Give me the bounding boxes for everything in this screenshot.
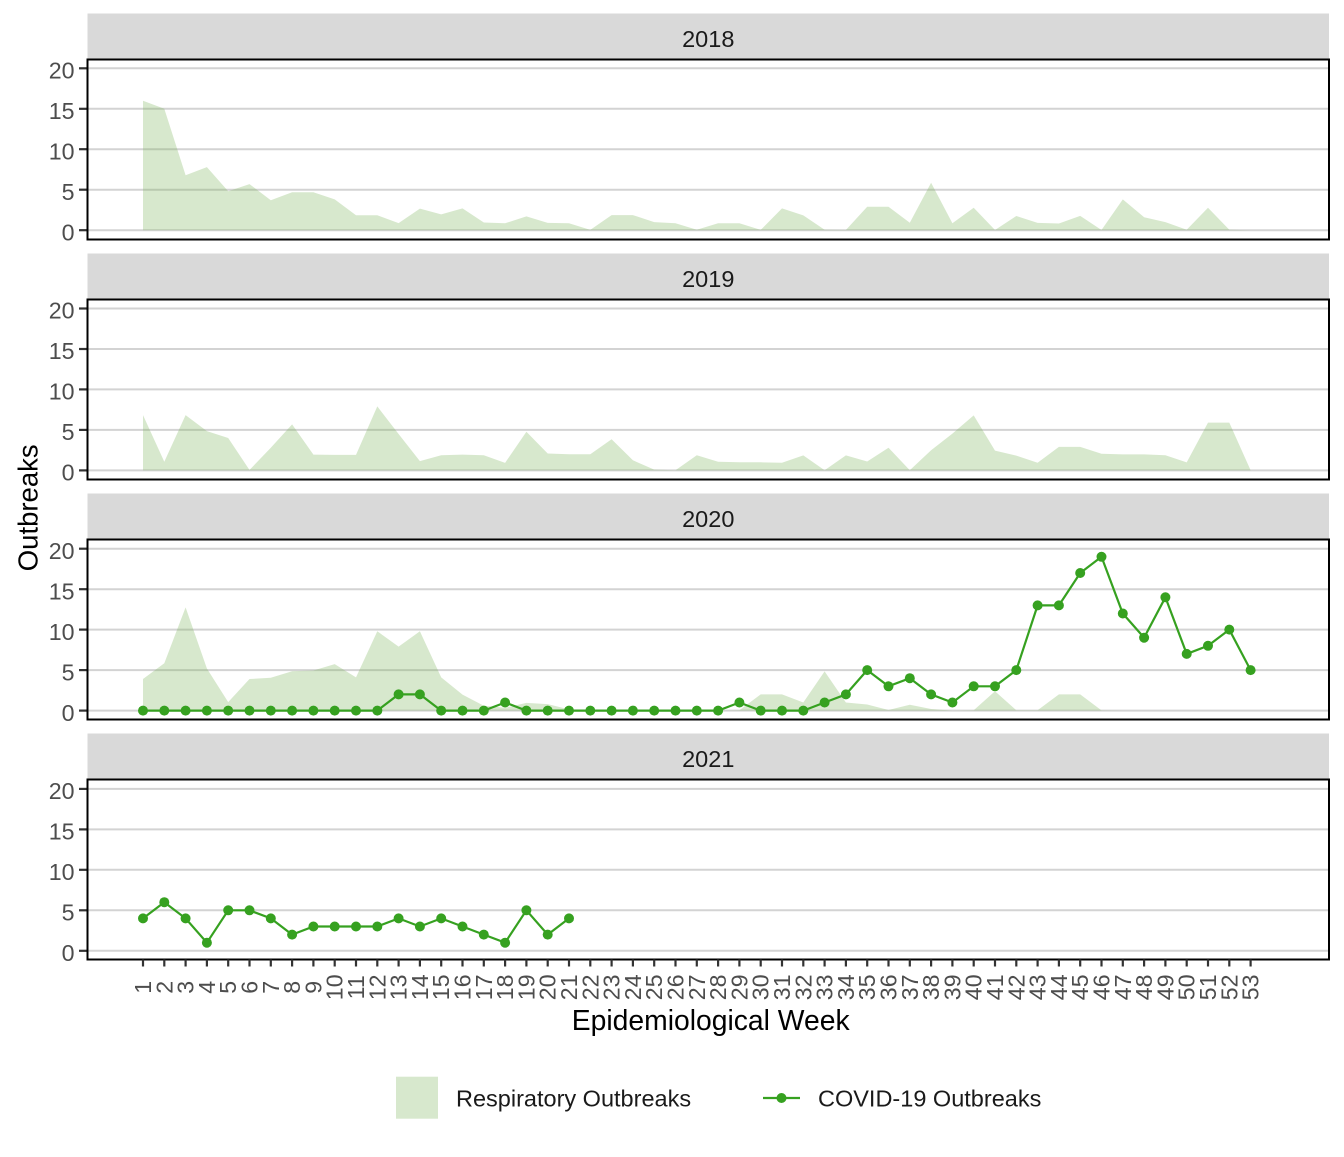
- svg-text:21: 21: [556, 974, 582, 1000]
- svg-text:0: 0: [62, 940, 75, 966]
- svg-text:2021: 2021: [682, 746, 734, 772]
- svg-text:16: 16: [450, 974, 476, 1000]
- svg-text:9: 9: [300, 981, 326, 994]
- svg-text:20: 20: [49, 538, 75, 564]
- svg-text:31: 31: [769, 974, 795, 1000]
- svg-text:15: 15: [49, 338, 75, 364]
- svg-text:Outbreaks: Outbreaks: [13, 444, 44, 571]
- svg-text:15: 15: [49, 578, 75, 604]
- svg-text:35: 35: [854, 974, 880, 1000]
- svg-text:8: 8: [279, 981, 305, 994]
- svg-text:5: 5: [62, 419, 75, 445]
- svg-text:45: 45: [1067, 974, 1093, 1000]
- svg-text:10: 10: [49, 619, 75, 645]
- svg-text:2018: 2018: [682, 26, 734, 52]
- svg-text:20: 20: [49, 298, 75, 324]
- svg-text:2020: 2020: [682, 506, 734, 532]
- svg-text:39: 39: [939, 974, 965, 1000]
- svg-text:34: 34: [833, 974, 859, 1000]
- svg-text:14: 14: [407, 974, 433, 1000]
- svg-text:51: 51: [1195, 974, 1221, 1000]
- svg-text:22: 22: [577, 974, 603, 1000]
- svg-text:33: 33: [812, 974, 838, 1000]
- svg-text:38: 38: [918, 974, 944, 1000]
- svg-text:20: 20: [535, 974, 561, 1000]
- svg-text:53: 53: [1238, 974, 1264, 1000]
- svg-text:13: 13: [386, 974, 412, 1000]
- svg-text:19: 19: [513, 974, 539, 1000]
- svg-text:1: 1: [130, 981, 156, 994]
- svg-text:11: 11: [343, 975, 369, 999]
- svg-text:37: 37: [897, 974, 923, 1000]
- svg-text:2019: 2019: [682, 266, 734, 292]
- svg-text:6: 6: [237, 981, 263, 994]
- svg-text:10: 10: [322, 974, 348, 1000]
- svg-text:4: 4: [194, 981, 220, 994]
- svg-text:Respiratory Outbreaks: Respiratory Outbreaks: [456, 1086, 691, 1112]
- svg-text:5: 5: [62, 900, 75, 926]
- svg-text:43: 43: [1025, 974, 1051, 1000]
- svg-text:23: 23: [599, 974, 625, 1000]
- svg-text:0: 0: [62, 460, 75, 486]
- svg-text:7: 7: [258, 981, 284, 994]
- svg-text:10: 10: [49, 379, 75, 405]
- svg-text:17: 17: [471, 974, 497, 1000]
- svg-text:12: 12: [364, 974, 390, 1000]
- svg-text:42: 42: [1003, 974, 1029, 1000]
- svg-text:46: 46: [1089, 974, 1115, 1000]
- svg-text:25: 25: [641, 974, 667, 1000]
- svg-text:15: 15: [49, 819, 75, 845]
- svg-text:27: 27: [684, 974, 710, 1000]
- svg-text:44: 44: [1046, 974, 1072, 1000]
- svg-text:47: 47: [1110, 974, 1136, 1000]
- svg-text:48: 48: [1131, 974, 1157, 1000]
- svg-text:5: 5: [215, 981, 241, 994]
- svg-text:5: 5: [62, 179, 75, 205]
- svg-text:30: 30: [748, 974, 774, 1000]
- svg-text:36: 36: [876, 974, 902, 1000]
- svg-text:10: 10: [49, 859, 75, 885]
- svg-text:0: 0: [62, 219, 75, 245]
- svg-text:29: 29: [726, 974, 752, 1000]
- svg-text:40: 40: [961, 974, 987, 1000]
- svg-text:15: 15: [49, 98, 75, 124]
- svg-text:Epidemiological Week: Epidemiological Week: [572, 1004, 851, 1036]
- svg-text:41: 41: [982, 974, 1008, 1000]
- svg-text:0: 0: [62, 700, 75, 726]
- svg-text:2: 2: [151, 981, 177, 994]
- svg-text:10: 10: [49, 138, 75, 164]
- svg-text:3: 3: [173, 981, 199, 994]
- svg-text:15: 15: [428, 974, 454, 1000]
- svg-text:COVID-19 Outbreaks: COVID-19 Outbreaks: [818, 1086, 1041, 1112]
- svg-text:18: 18: [492, 974, 518, 1000]
- svg-text:28: 28: [705, 974, 731, 1000]
- svg-text:26: 26: [663, 974, 689, 1000]
- svg-text:5: 5: [62, 659, 75, 685]
- svg-text:32: 32: [790, 974, 816, 1000]
- svg-text:20: 20: [49, 58, 75, 84]
- svg-text:52: 52: [1216, 974, 1242, 1000]
- svg-text:50: 50: [1174, 974, 1200, 1000]
- svg-text:49: 49: [1152, 974, 1178, 1000]
- svg-text:24: 24: [620, 974, 646, 1000]
- svg-text:20: 20: [49, 778, 75, 804]
